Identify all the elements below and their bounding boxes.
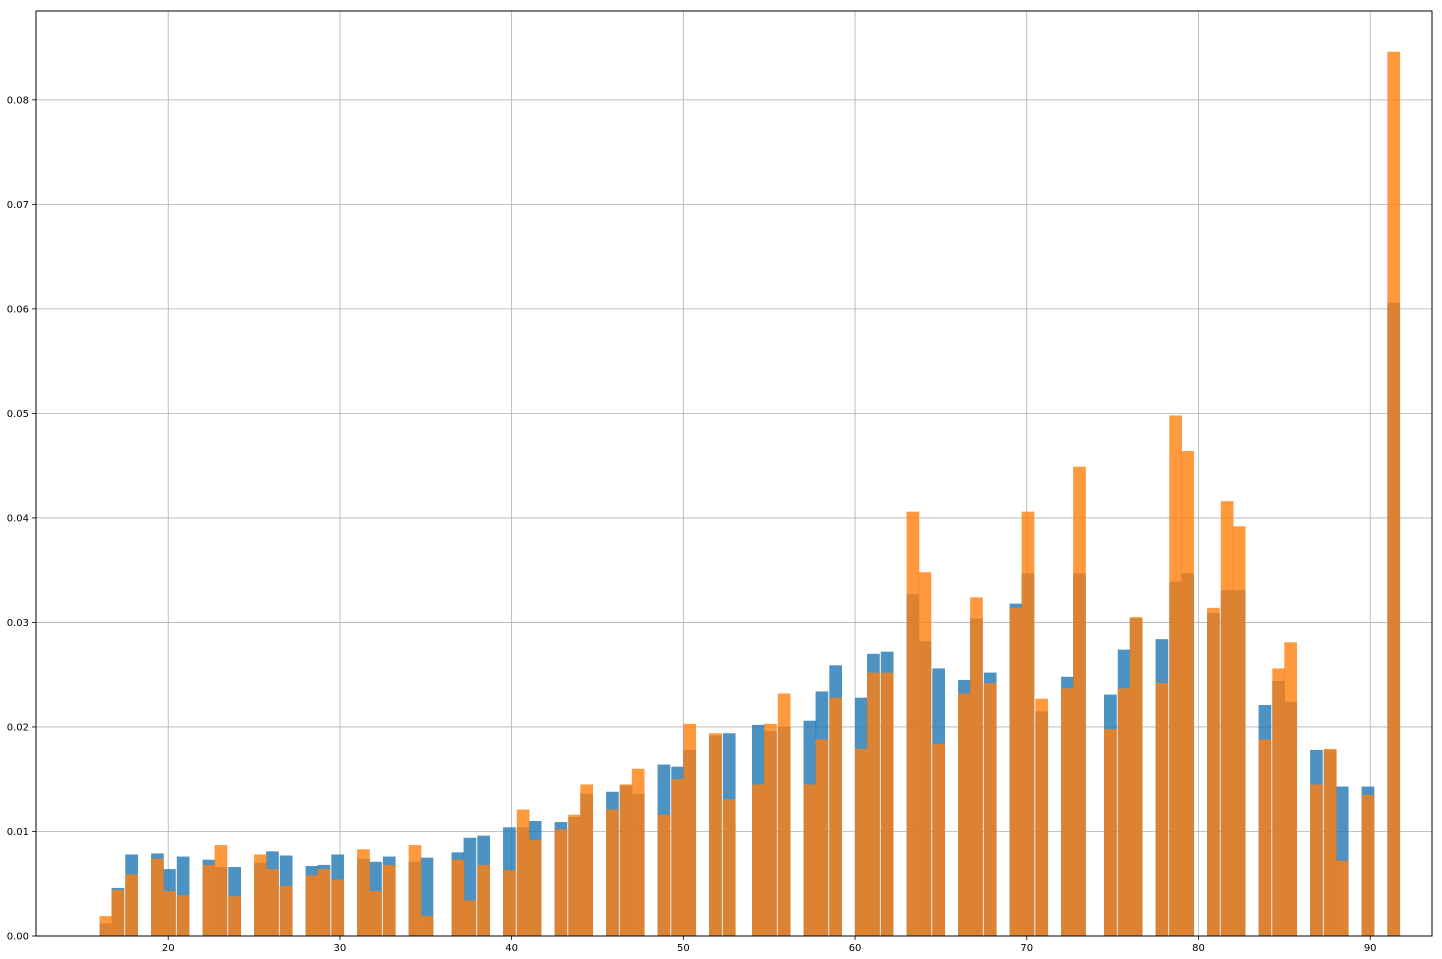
histogram-bar xyxy=(279,885,293,936)
histogram-bar xyxy=(1155,683,1169,936)
histogram-bar xyxy=(266,869,279,936)
histogram-bar xyxy=(228,896,242,936)
histogram-bar xyxy=(516,809,530,936)
histogram-bar xyxy=(1021,511,1035,936)
histogram-bar xyxy=(1129,617,1143,936)
histogram-bar xyxy=(99,916,113,936)
histogram-bar xyxy=(1009,607,1023,936)
histogram-bar xyxy=(420,916,434,936)
y-tick-label: 0.04 xyxy=(7,513,29,524)
histogram-bar xyxy=(163,891,176,936)
histogram-bar xyxy=(1232,526,1246,936)
histogram-bar xyxy=(815,739,829,936)
histogram-bar xyxy=(867,672,880,936)
x-tick-label: 30 xyxy=(334,943,347,954)
histogram-bar xyxy=(970,597,983,936)
histogram-bar xyxy=(722,799,736,936)
bars-layer xyxy=(99,51,1401,937)
plot-frame xyxy=(35,10,1433,937)
histogram-bar xyxy=(1073,466,1086,936)
y-tick-label: 0.08 xyxy=(7,95,29,106)
histogram-bar xyxy=(202,864,216,936)
histogram-bar xyxy=(1310,784,1323,936)
histogram-bar xyxy=(918,572,932,936)
histogram-bar xyxy=(111,890,125,936)
histogram-bar xyxy=(317,869,331,936)
histogram-bar xyxy=(451,859,465,936)
histogram-bar xyxy=(1272,668,1286,936)
histogram-bar xyxy=(983,683,997,936)
histogram-bar xyxy=(151,858,164,936)
histogram-bar xyxy=(1284,642,1298,936)
histogram-bar xyxy=(606,809,619,936)
y-tick-label: 0.01 xyxy=(7,827,29,838)
histogram-bar xyxy=(880,672,894,936)
y-tick-label: 0.07 xyxy=(7,200,29,211)
histogram-bar xyxy=(777,693,791,936)
histogram-bar xyxy=(477,864,491,936)
histogram-bar xyxy=(1181,451,1195,936)
histogram-bar xyxy=(1035,698,1049,936)
histogram-bar xyxy=(1258,739,1272,936)
histogram-bar xyxy=(958,693,971,936)
histogram-bar xyxy=(932,743,946,936)
histogram-bar xyxy=(528,839,542,936)
histogram-bar xyxy=(683,723,697,936)
x-tick-label: 60 xyxy=(849,943,862,954)
tick-marks xyxy=(32,99,1371,940)
histogram-bar xyxy=(619,784,633,936)
histogram-bar xyxy=(1335,860,1349,936)
histogram-bar xyxy=(305,875,319,936)
y-tick-label: 0.05 xyxy=(7,409,29,420)
histogram-bar xyxy=(1387,51,1401,937)
histogram-bar xyxy=(1117,688,1131,936)
histogram-bar xyxy=(214,845,228,936)
histogram-bar xyxy=(764,723,777,936)
x-tick-label: 20 xyxy=(162,943,175,954)
histogram-bar xyxy=(463,900,477,936)
x-tick-label: 80 xyxy=(1192,943,1205,954)
histogram-bar xyxy=(1361,794,1375,936)
x-tick-label: 90 xyxy=(1364,943,1377,954)
x-tick-label: 40 xyxy=(505,943,518,954)
y-tick-label: 0.06 xyxy=(7,304,29,315)
x-tick-label: 70 xyxy=(1020,943,1033,954)
histogram-bar xyxy=(829,697,843,936)
histogram-bar xyxy=(855,748,868,936)
histogram-bar xyxy=(752,784,765,936)
histogram-bar xyxy=(254,854,267,936)
histogram-bar xyxy=(503,870,516,936)
y-tick-label: 0.00 xyxy=(7,932,29,943)
histogram-bar xyxy=(1220,501,1234,936)
y-tick-label: 0.03 xyxy=(7,618,29,629)
histogram-bar xyxy=(906,511,920,936)
histogram-bar xyxy=(631,768,645,936)
histogram-bar xyxy=(1207,607,1220,936)
histogram-bar xyxy=(1169,415,1182,936)
histogram-bar xyxy=(357,849,370,936)
x-tick-label: 50 xyxy=(677,943,690,954)
series-1-bars xyxy=(99,51,1401,937)
histogram-bar xyxy=(408,845,422,936)
histogram-bar xyxy=(803,784,817,936)
histogram-bar xyxy=(580,784,594,936)
tick-labels: 20 30 40 50 60 70 80 90 0.00 0.01 0.02 0.03 0.04 0.05… xyxy=(7,95,1377,954)
y-tick-label: 0.02 xyxy=(7,722,29,733)
histogram-bar xyxy=(176,895,190,936)
histogram-bar xyxy=(671,779,685,936)
histogram-bar xyxy=(125,874,138,936)
histogram-bar xyxy=(568,814,582,936)
histogram-bar xyxy=(382,864,396,936)
histogram-bar xyxy=(1104,729,1117,936)
histogram-bar xyxy=(369,891,382,936)
histogram-bar xyxy=(657,814,671,936)
histogram-bar xyxy=(554,829,568,936)
histogram-bar xyxy=(709,733,722,936)
histogram-bar xyxy=(1323,748,1337,936)
histogram-bar xyxy=(331,879,345,936)
histogram-bar xyxy=(1061,688,1074,936)
